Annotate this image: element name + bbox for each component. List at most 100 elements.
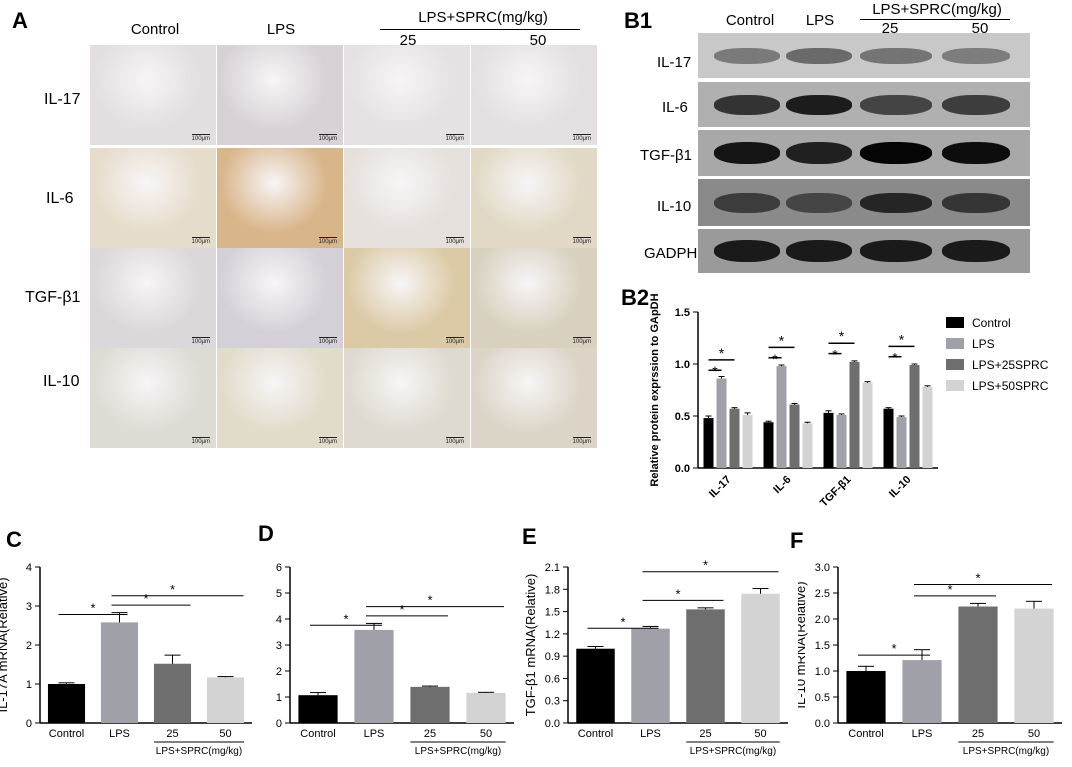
b2-sig-star: * [719,345,725,361]
b2-legend-label: LPS+25SPRC [972,358,1049,372]
chart-d-x-tick-label: 50 [480,728,492,740]
b2-bar [823,412,834,468]
chart-c-y-tick-label: 1 [26,679,32,691]
b2-sig-star: * [892,350,898,366]
micrograph-il6-2: 100μm [344,148,470,248]
b2-x-tick-label: IL-6 [771,474,793,496]
chart-d-group-label: LPS+SPRC(mg/kg) [415,746,501,757]
chart-f-y-tick-label: 2.0 [815,614,830,626]
chart-e-bar [741,593,780,723]
chart-f-sig-star: * [947,582,952,597]
chart-e-y-tick-label: 1.8 [545,584,560,596]
chart-c-bar [47,684,86,723]
chart-f-sig-star: * [891,641,896,656]
b2-bar [883,408,894,468]
panel-b1-col-control: Control [725,12,775,29]
blot-band [714,240,780,262]
blot-band [860,94,932,115]
blot-band [942,47,1010,64]
chart-f-x-tick-label: 25 [972,728,984,740]
panel-a-row-tgfb1: TGF-β1 [25,289,81,306]
panel-a-letter: A [12,8,28,33]
chart-d-sig-star: * [399,602,404,617]
panel-b1-col-lps: LPS [805,12,835,29]
chart-f-x-tick-label: 50 [1028,728,1040,740]
panel-a-group-header: LPS+SPRC(mg/kg) [418,9,548,26]
chart-f-y-tick-label: 3.0 [815,562,830,574]
panel-b1-letter: B1 [624,8,653,33]
panel-b1-group-line [860,19,1010,20]
scale-bar: 100μm [318,134,338,142]
b2-bar [909,365,920,468]
wb-label-tgfb1: TGF-β1 [640,147,692,164]
micrograph-il17-0: 100μm [90,45,216,145]
micrograph-il17-3: 100μm [471,45,597,145]
micrograph-il17-1: 100μm [217,45,343,145]
chart-e-x-tick-label: Control [578,728,613,740]
chart-f-bar [902,660,942,723]
panel-b2-letter: B2 [621,285,650,310]
chart-e: 0.0 0.3 0.6 0.9 1.2 1.5 1.8 2.1 TGF-β1 mRNA(Rela… [524,558,788,757]
b2-bar [789,404,800,468]
b2-bar [836,414,847,468]
blot-band [860,142,932,164]
micrograph-il10-0: 100μm [90,348,216,448]
panel-f-letter: F [790,528,804,553]
b2-legend-label: Control [972,316,1011,330]
chart-d-y-tick-label: 0 [276,718,282,730]
b2-bar [776,366,787,468]
micrograph-il10-1: 100μm [217,348,343,448]
chart-f-sig-star: * [975,570,980,585]
b2-bar [763,422,774,468]
chart-e-sig-star: * [703,558,708,573]
blot-band [714,94,780,115]
scale-bar: 100μm [445,237,465,245]
chart-d-y-tick-label: 3 [276,640,282,652]
chart-e-y-tick-label: 0.9 [545,651,560,663]
chart-c-x-tick-label: 25 [166,728,178,740]
b2-legend-swatch [946,380,964,391]
chart-e-y-tick-label: 1.5 [545,607,560,619]
b2-legend-swatch [946,338,964,349]
chart-f-y-tick-label: 1.5 [815,640,830,652]
b2-bar [742,414,753,468]
micrograph-tgf1-2: 100μm [344,248,470,348]
micrograph-il10-2: 100μm [344,348,470,448]
scale-bar: 100μm [445,437,465,445]
blot-band [860,240,932,262]
chart-c-group-label: LPS+SPRC(mg/kg) [156,746,242,757]
chart-f-y-tick-label: 0.5 [815,692,830,704]
wb-label-il10: IL-10 [657,198,692,215]
blot-band [714,142,780,164]
chart-d-y-tick-label: 5 [276,588,282,600]
panel-d-letter: D [258,521,274,546]
scale-bar: 100μm [572,337,592,345]
chart-f-y-tick-label: 1.0 [815,666,830,678]
scale-bar: 100μm [191,237,211,245]
b2-legend-swatch [946,317,964,328]
scale-bar: 100μm [572,437,592,445]
panel-a-dose-25: 25 [399,32,417,49]
chart-c-bar [153,663,192,723]
chart-d-sig-star: * [343,611,348,626]
chart-f-group-label: LPS+SPRC(mg/kg) [963,746,1049,757]
chart-c-sig-star: * [170,582,175,597]
blot-band [942,94,1010,115]
chart-e-y-tick-label: 1.2 [545,629,560,641]
chart-f-bar [846,671,886,723]
scale-bar: 100μm [191,134,211,142]
blot-band [786,94,852,115]
chart-d-sig-star: * [427,593,432,608]
panel-e-letter: E [522,524,537,549]
scale-bar: 100μm [572,134,592,142]
chart-f-y-label: IL-10 mRNA(Relative) [798,581,808,708]
b2-bar [922,386,933,468]
scale-bar: 100μm [318,437,338,445]
chart-e-sig-star: * [620,614,625,629]
panel-a-group-line [380,29,580,30]
chart-f-bar [1014,608,1054,723]
chart-d-bar [354,629,394,723]
b2-y-tick-label: 1.0 [675,359,690,371]
scale-bar: 100μm [572,237,592,245]
chart-e-x-tick-label: 25 [699,728,711,740]
